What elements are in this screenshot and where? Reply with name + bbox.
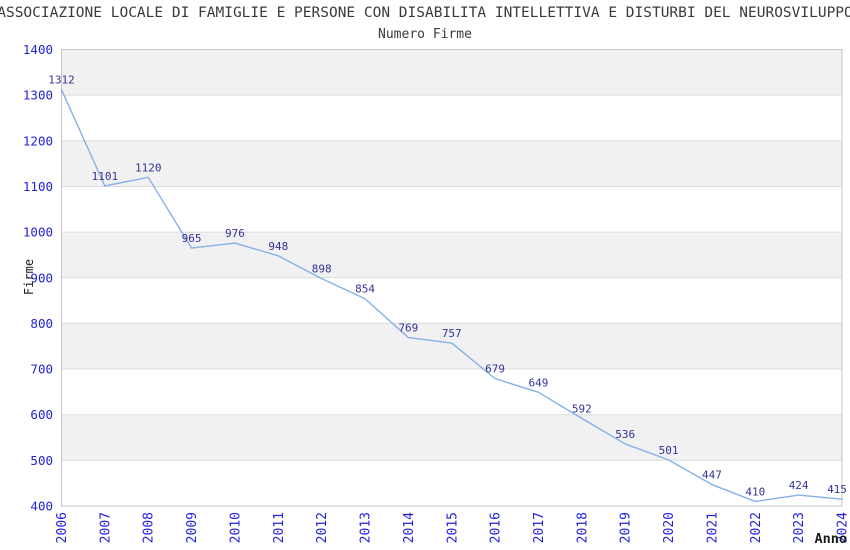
x-tick-label: 2022: [749, 512, 764, 543]
data-label: 965: [182, 232, 202, 245]
plot-band: [61, 414, 842, 461]
x-tick-label: 2020: [662, 512, 677, 543]
data-label: 592: [572, 402, 592, 415]
x-tick-label: 2015: [445, 512, 460, 543]
x-tick-label: 2013: [359, 512, 374, 543]
data-label: 976: [225, 227, 245, 240]
x-tick-label: 2024: [836, 512, 850, 543]
x-tick-label: 2019: [619, 512, 634, 543]
chart-title-row: ASSOCIAZIONE LOCALE DI FAMIGLIE E PERSON…: [0, 4, 850, 23]
data-label: 679: [485, 363, 505, 376]
x-tick-label: 2021: [705, 512, 720, 543]
data-label: 898: [312, 263, 332, 276]
y-tick-label: 500: [30, 453, 53, 468]
data-label: 948: [268, 240, 288, 253]
x-tick-label: 2017: [532, 512, 547, 543]
data-label: 1101: [92, 170, 119, 183]
data-label: 424: [789, 479, 809, 492]
series-line: [60, 88, 843, 503]
y-tick-label: 1100: [23, 179, 53, 194]
plot-band: [61, 140, 842, 187]
data-label: 1120: [135, 161, 162, 174]
y-tick-label: 800: [30, 316, 53, 331]
chart-subtitle: Numero Firme: [378, 27, 472, 42]
data-label: 769: [398, 322, 418, 335]
plot-band: [61, 49, 842, 96]
data-label: 757: [442, 327, 462, 340]
x-axis-title: Anno: [814, 531, 847, 547]
data-label: 1312: [48, 74, 75, 87]
plot-border: [61, 49, 843, 507]
x-tick-label: 2018: [575, 512, 590, 543]
chart-title: ASSOCIAZIONE LOCALE DI FAMIGLIE E PERSON…: [0, 5, 850, 21]
x-tick-label: 2007: [98, 512, 113, 543]
x-tick-label: 2006: [55, 512, 70, 543]
y-tick-label: 400: [30, 499, 53, 514]
data-label: 649: [529, 376, 549, 389]
x-tick-label: 2023: [792, 512, 807, 543]
x-tick-label: 2009: [185, 512, 200, 543]
y-axis-title: Firme: [22, 259, 36, 295]
data-label: 415: [827, 483, 847, 496]
x-tick-label: 2008: [142, 512, 157, 543]
y-tick-label: 1200: [23, 133, 53, 148]
data-label: 854: [355, 283, 375, 296]
plot-band: [61, 323, 842, 370]
x-tick-label: 2010: [228, 512, 243, 543]
y-tick-label: 1300: [23, 88, 53, 103]
plot-band: [61, 232, 842, 278]
x-tick-label: 2011: [272, 512, 287, 543]
x-tick-label: 2016: [489, 512, 504, 543]
data-label: 501: [659, 444, 679, 457]
y-tick-label: 900: [30, 270, 53, 285]
x-tick-label: 2014: [402, 512, 417, 543]
y-tick-label: 700: [30, 362, 53, 377]
data-label: 536: [615, 428, 635, 441]
y-tick-label: 1000: [23, 225, 53, 240]
data-label: 410: [745, 485, 765, 498]
y-tick-label: 600: [30, 407, 53, 422]
x-tick-label: 2012: [315, 512, 330, 543]
y-tick-label: 1400: [23, 42, 53, 57]
data-label: 447: [702, 469, 722, 482]
